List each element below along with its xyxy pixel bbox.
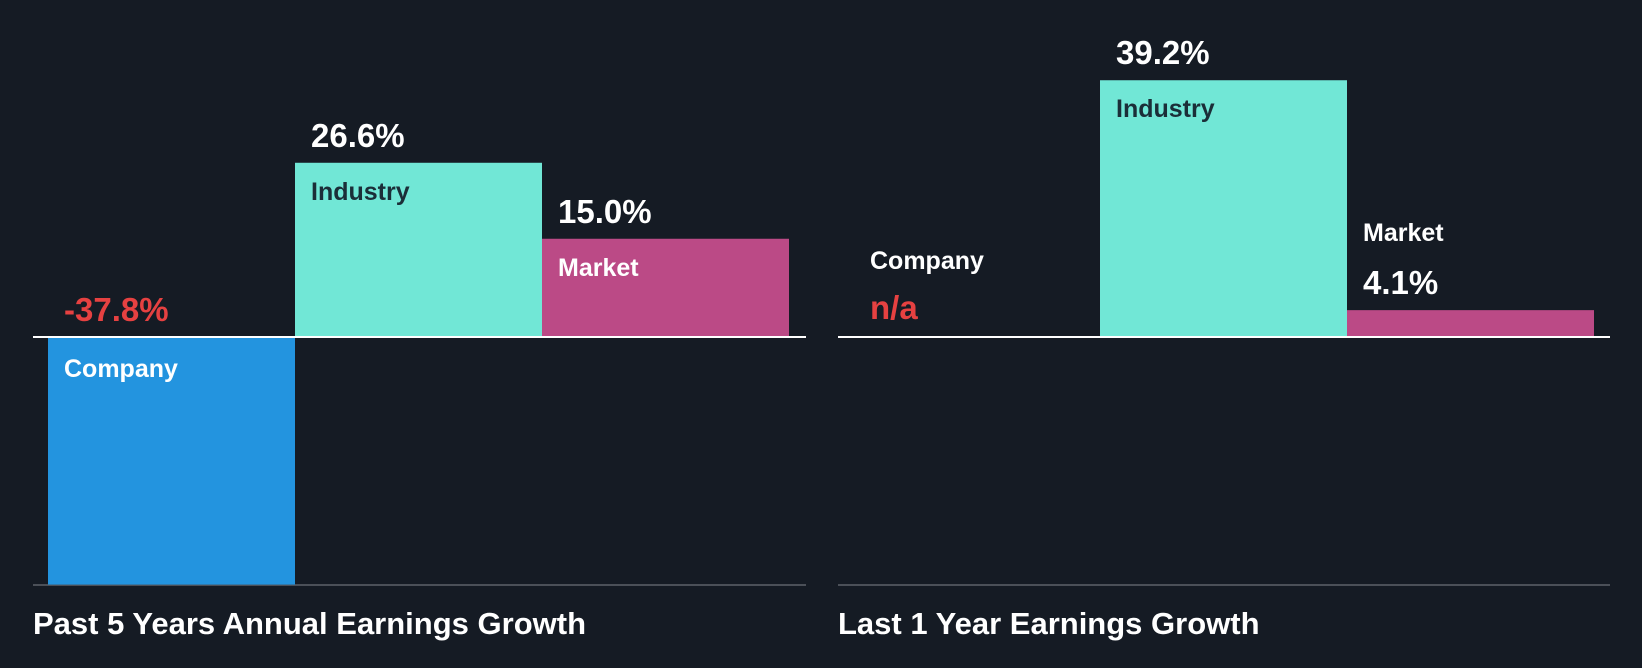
chart-title-past-5-years: Past 5 Years Annual Earnings Growth bbox=[33, 606, 587, 641]
panel2-industry-bar bbox=[1100, 80, 1347, 338]
panel1-company-bar bbox=[48, 337, 295, 585]
panel2-company-value-label: n/a bbox=[870, 289, 918, 326]
panel2-market-value-label: 4.1% bbox=[1363, 264, 1438, 301]
panel2-company-category-label: Company bbox=[870, 247, 984, 275]
panel2-industry-category-label: Industry bbox=[1116, 95, 1215, 123]
panel1-market-value-label: 15.0% bbox=[558, 193, 652, 230]
panel1-industry-category-label: Industry bbox=[311, 178, 410, 206]
panel2-market-bar bbox=[1347, 310, 1594, 337]
panel1-industry-value-label: 26.6% bbox=[311, 117, 405, 154]
panel1-company-value-label: -37.8% bbox=[64, 291, 169, 328]
panel2-industry-value-label: 39.2% bbox=[1116, 34, 1210, 71]
panel1-market-bar bbox=[542, 238, 789, 337]
panel2-market-category-label: Market bbox=[1363, 219, 1444, 247]
panel1-industry-bar bbox=[295, 162, 542, 337]
chart-title-last-1-year: Last 1 Year Earnings Growth bbox=[838, 606, 1260, 641]
panel1-market-category-label: Market bbox=[558, 254, 639, 282]
panel1-company-category-label: Company bbox=[64, 355, 178, 383]
